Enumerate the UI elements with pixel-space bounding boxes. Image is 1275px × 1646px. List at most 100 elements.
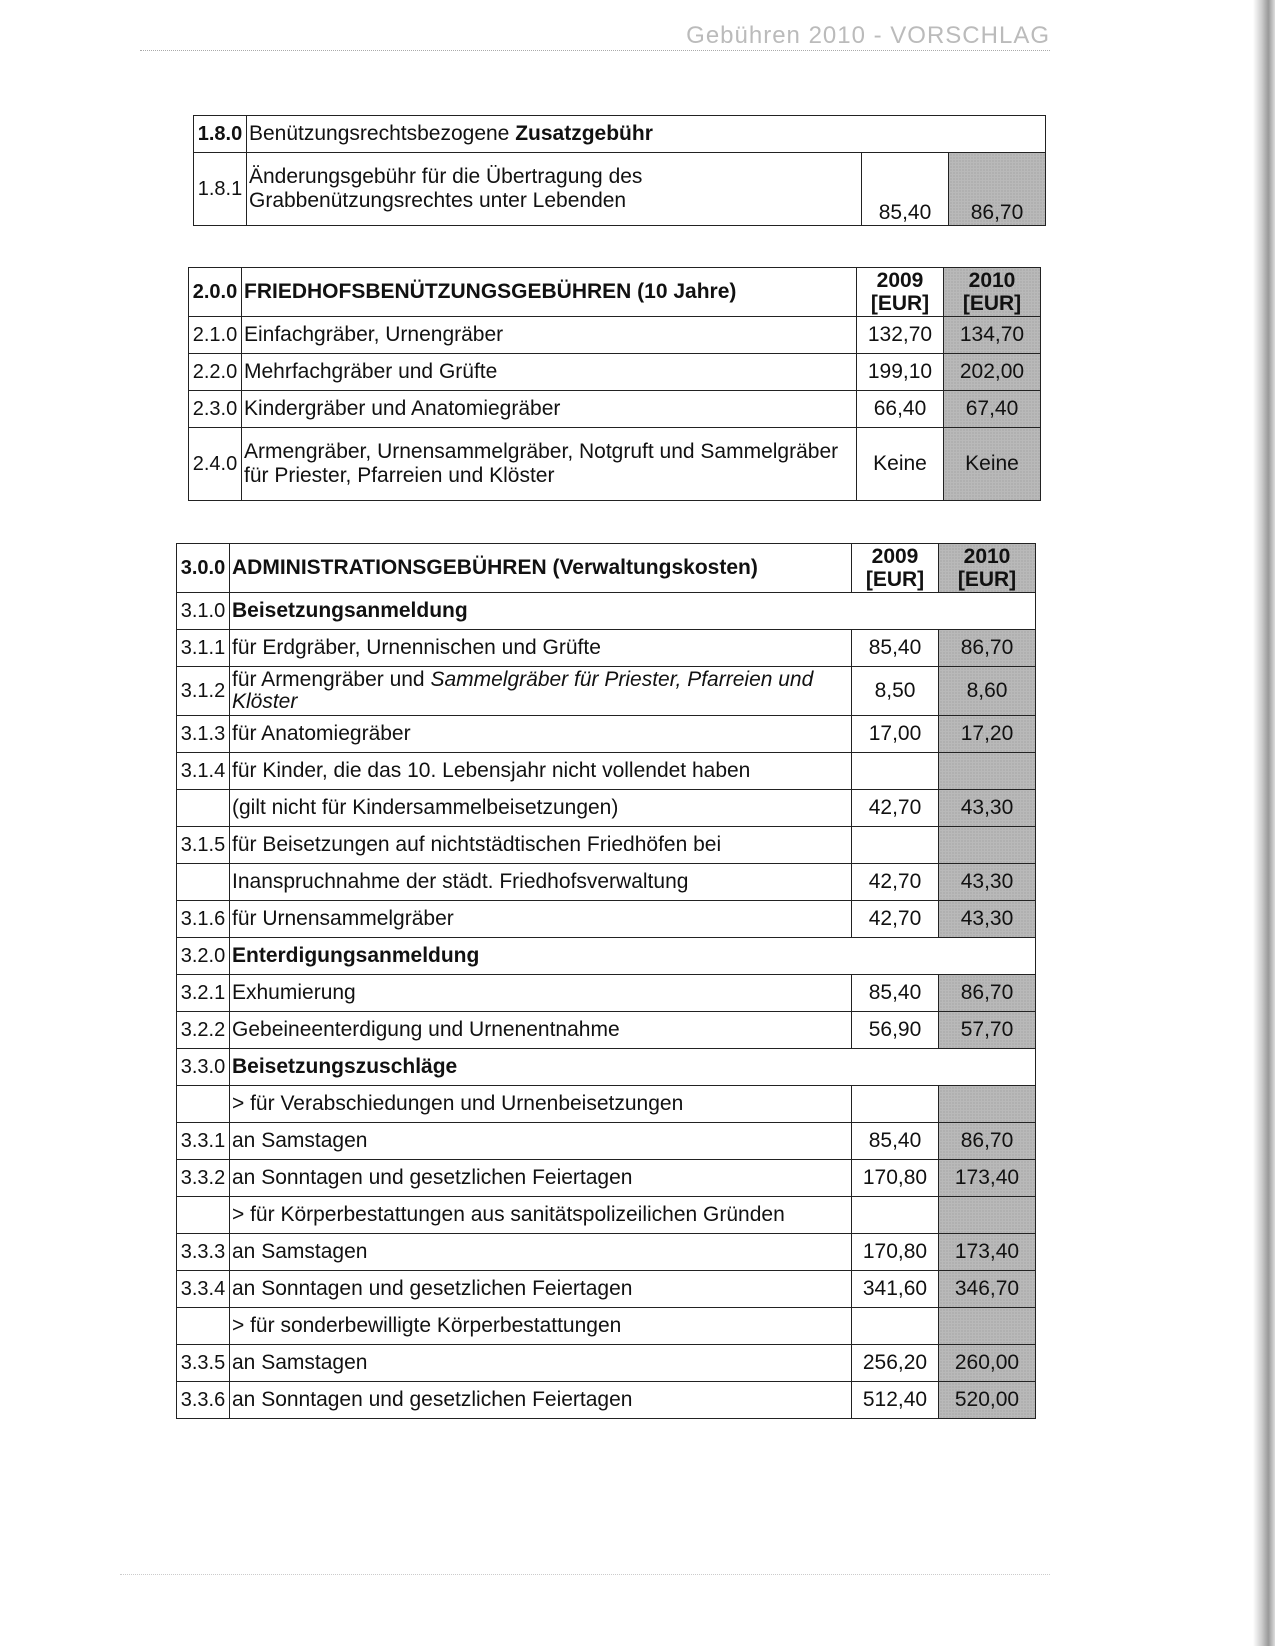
table-row: 3.1.3 für Anatomiegräber 17,00 17,20 — [176, 715, 1036, 753]
row-description: Kindergräber und Anatomiegräber — [241, 390, 857, 428]
row-code: 3.3.2 — [176, 1159, 230, 1197]
section-row: 3.3.0 Beisetzungszuschläge — [176, 1048, 1036, 1086]
row-code — [176, 863, 230, 901]
column-header-2009: 2009 [EUR] — [851, 543, 939, 593]
fee-table-3: 3.0.0 ADMINISTRATIONSGEBÜHREN (Verwaltung… — [176, 543, 1036, 1419]
fee-2009: 8,50 — [851, 666, 939, 716]
fee-2010: 86,70 — [938, 1122, 1036, 1160]
row-description: Gebeineenterdigung und Urnenentnahme — [229, 1011, 852, 1049]
description-text: Inanspruchnahme der städt. Friedhofsverw… — [232, 870, 689, 893]
table-row: 3.1.1 für Erdgräber, Urnennischen und Grü… — [176, 629, 1036, 667]
description-text: Kindergräber und Anatomiegräber — [244, 397, 561, 420]
table-row: 3.3.2 an Sonntagen und gesetzlichen Feier… — [176, 1159, 1036, 1197]
fee-2010 — [938, 752, 1036, 790]
description-text: für Beisetzungen auf nichtstädtischen Fr… — [232, 833, 722, 856]
table-row: 3.3.5 an Samstagen 256,20 260,00 — [176, 1344, 1036, 1382]
section-code: 2.0.0 — [188, 267, 242, 317]
fee-2010: 43,30 — [938, 900, 1036, 938]
table-row: 3.1.5 für Beisetzungen auf nichtstädtisch… — [176, 826, 1036, 864]
fee-2009: 17,00 — [851, 715, 939, 753]
fee-2009: 85,40 — [851, 1122, 939, 1160]
description-text: Exhumierung — [232, 981, 356, 1004]
fee-2010: 520,00 — [938, 1381, 1036, 1419]
fee-2009 — [851, 752, 939, 790]
fee-2010: 67,40 — [943, 390, 1041, 428]
description-text: (gilt nicht für Kindersammelbeisetzungen… — [232, 796, 619, 819]
row-description: Mehrfachgräber und Grüfte — [241, 353, 857, 391]
fee-table-1-8: 1.8.0 Benützungsrechtsbezogene Zusatzgebü… — [193, 115, 1046, 226]
table-row: 2.4.0 Armengräber, Urnensammelgräber, Not… — [188, 427, 1041, 501]
table-row: 1.8.1 Änderungsgebühr für die Übertragung… — [193, 152, 1046, 226]
fee-2009: 199,10 — [856, 353, 944, 391]
fee-2010: 43,30 — [938, 789, 1036, 827]
description-text: Einfachgräber, Urnengräber — [244, 323, 504, 346]
row-code: 3.3.5 — [176, 1344, 230, 1382]
section-title-bold: Zusatzgebühr — [515, 122, 653, 145]
description-text: Änderungsgebühr für die Übertragung des … — [249, 165, 643, 212]
row-code: 3.1.0 — [176, 592, 230, 630]
fee-2009: 341,60 — [851, 1270, 939, 1308]
fee-2009: 42,70 — [851, 900, 939, 938]
fee-2009: 85,40 — [851, 974, 939, 1012]
row-description: an Samstagen — [229, 1233, 852, 1271]
fee-2010 — [938, 1307, 1036, 1345]
row-code: 3.2.2 — [176, 1011, 230, 1049]
table-row: 2.1.0 Einfachgräber, Urnengräber 132,70 134… — [188, 316, 1041, 354]
fee-2009: 132,70 — [856, 316, 944, 354]
section-title-bold: FRIEDHOFSBENÜTZUNGSGEBÜHREN (10 Jahre) — [244, 280, 737, 303]
fee-2010: 202,00 — [943, 353, 1041, 391]
row-code: 3.1.1 — [176, 629, 230, 667]
fee-2009: 170,80 — [851, 1159, 939, 1197]
row-code — [176, 1196, 230, 1234]
fee-2010 — [938, 826, 1036, 864]
fee-2010 — [938, 1085, 1036, 1123]
description-text: an Sonntagen und gesetzlichen Feiertagen — [232, 1388, 633, 1411]
fee-2010: 260,00 — [938, 1344, 1036, 1382]
fee-2009 — [851, 1307, 939, 1345]
section-row: 3.1.0 Beisetzungsanmeldung — [176, 592, 1036, 630]
description-text: Mehrfachgräber und Grüfte — [244, 360, 498, 383]
row-description: Änderungsgebühr für die Übertragung des … — [246, 152, 862, 226]
row-code: 3.1.5 — [176, 826, 230, 864]
fee-2009: 42,70 — [851, 863, 939, 901]
table-header-row: 1.8.0 Benützungsrechtsbezogene Zusatzgebü… — [193, 115, 1046, 153]
section-row: 3.2.0 Enterdigungsanmeldung — [176, 937, 1036, 975]
description-text: für Kinder, die das 10. Lebensjahr nicht… — [232, 759, 751, 782]
section-label: Beisetzungsanmeldung — [229, 592, 1036, 630]
fee-2009 — [851, 826, 939, 864]
description-text: für Armengräber und — [232, 668, 431, 691]
fee-2010: 43,30 — [938, 863, 1036, 901]
row-description: für Erdgräber, Urnennischen und Grüfte — [229, 629, 852, 667]
table-row: (gilt nicht für Kindersammelbeisetzungen… — [176, 789, 1036, 827]
fee-2010: 134,70 — [943, 316, 1041, 354]
description-text: an Sonntagen und gesetzlichen Feiertagen — [232, 1277, 633, 1300]
table-row: 3.1.6 für Urnensammelgräber 42,70 43,30 — [176, 900, 1036, 938]
row-code: 3.3.6 — [176, 1381, 230, 1419]
table-header-row: 3.0.0 ADMINISTRATIONSGEBÜHREN (Verwaltung… — [176, 543, 1036, 593]
section-title-plain: Benützungsrechtsbezogene — [249, 122, 516, 145]
table-header-row: 2.0.0 FRIEDHOFSBENÜTZUNGSGEBÜHREN (10 Jah… — [188, 267, 1041, 317]
section-code: 3.0.0 — [176, 543, 230, 593]
fee-2010 — [938, 1196, 1036, 1234]
row-code: 3.3.1 — [176, 1122, 230, 1160]
row-code: 3.1.6 — [176, 900, 230, 938]
description-text: > für Verabschiedungen und Urnenbeisetzu… — [232, 1092, 684, 1115]
row-description: an Sonntagen und gesetzlichen Feiertagen — [229, 1381, 852, 1419]
row-code: 3.1.4 — [176, 752, 230, 790]
fee-2010: 86,70 — [938, 629, 1036, 667]
row-description: Inanspruchnahme der städt. Friedhofsverw… — [229, 863, 852, 901]
section-title: Benützungsrechtsbezogene Zusatzgebühr — [246, 115, 1046, 153]
fee-2010: Keine — [943, 427, 1041, 501]
row-description: an Samstagen — [229, 1122, 852, 1160]
page-header-title: Gebühren 2010 - VORSCHLAG — [686, 22, 1050, 49]
row-code: 1.8.1 — [193, 152, 247, 226]
fee-2010: 173,40 — [938, 1159, 1036, 1197]
row-code — [176, 1307, 230, 1345]
row-description: Einfachgräber, Urnengräber — [241, 316, 857, 354]
fee-2010: 86,70 — [938, 974, 1036, 1012]
row-code: 3.3.3 — [176, 1233, 230, 1271]
row-description: an Sonntagen und gesetzlichen Feiertagen — [229, 1270, 852, 1308]
row-code: 3.2.1 — [176, 974, 230, 1012]
section-title-bold: ADMINISTRATIONSGEBÜHREN (Verwaltungskost… — [232, 556, 758, 579]
section-code: 1.8.0 — [193, 115, 247, 153]
